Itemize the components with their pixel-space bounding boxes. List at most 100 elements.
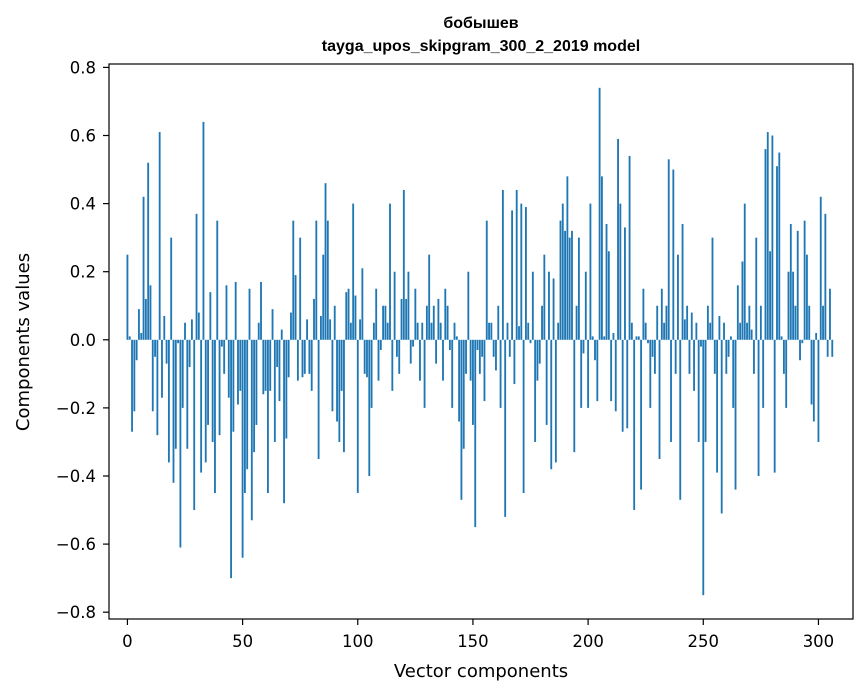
bar [819,196,822,340]
bar [368,339,371,476]
bar [630,322,633,340]
bar [667,159,670,340]
bar [253,339,256,453]
bar [782,339,785,374]
x-tick-label: 250 [688,632,720,651]
bar [317,339,320,459]
plot-frame [108,63,854,620]
bar [432,305,435,340]
bar [683,319,686,340]
bar [501,189,504,340]
bar [128,336,131,340]
bar [269,339,272,391]
bar [181,339,184,408]
bar [400,298,403,340]
bar [336,339,338,422]
bar [262,339,265,395]
bar [799,339,801,361]
bar [598,87,601,340]
bar [695,322,698,340]
bar [640,339,643,490]
bar [393,271,396,340]
bar [670,339,672,442]
bar [580,339,583,408]
bar [773,339,776,473]
bar [789,224,792,340]
bar [315,220,318,340]
bar [264,339,267,391]
bar [211,339,214,442]
bar [596,339,599,402]
bar [764,149,767,340]
bar [612,332,615,340]
bar [637,336,640,340]
bar [483,339,486,402]
bar [372,322,375,340]
bar [824,213,827,340]
bar [442,339,444,381]
bar [619,203,622,340]
x-tick-label: 0 [122,632,133,651]
bar [267,339,269,494]
bar [177,339,180,344]
bar [492,339,495,357]
bar [301,339,304,378]
bar [142,196,145,340]
bar [527,322,530,340]
bar [603,336,606,340]
bar [186,339,189,449]
bar [746,322,748,340]
bar [225,285,228,340]
bar [653,339,656,374]
bar [534,339,537,442]
bar [439,322,442,340]
x-axis-ticks: 0 50 100 150 200 250 300 [122,619,834,651]
bar [506,322,509,340]
x-tick-label: 50 [232,632,253,651]
bar [207,339,209,425]
bar [538,339,541,364]
y-axis-ticks: −0.8 −0.6 −0.4 −0.2 0.0 0.2 0.4 0.6 0.8 [56,58,109,622]
bar [649,339,652,408]
bar [515,189,518,340]
bar [817,339,820,442]
bar [713,339,716,374]
bar [727,339,730,357]
bar [232,339,235,432]
bar [343,339,345,453]
bar [481,339,484,357]
bar [290,312,292,340]
bar [700,339,702,347]
bar [571,230,573,340]
bar [704,339,707,442]
bar [230,339,232,579]
bar [165,339,168,364]
x-tick-label: 300 [803,632,835,651]
bar [151,339,154,412]
bar [748,305,751,340]
bar [158,132,161,340]
bar [370,339,373,408]
bar [250,339,253,521]
bar [831,339,834,357]
bar [363,339,366,374]
bar [488,322,490,340]
bar [246,339,249,470]
bar [806,254,808,340]
bar [319,315,322,340]
bar [313,298,315,340]
bar [787,271,790,340]
bar [815,332,818,340]
bar [414,288,417,340]
bar [237,339,239,405]
y-axis-label: Components values [13,253,34,431]
bar [559,220,562,340]
bar [227,339,230,398]
bar [594,339,596,361]
y-tick-label: 0.8 [70,58,96,77]
bar [428,254,431,340]
bar [455,336,458,340]
bar [446,305,449,340]
y-tick-label: 0.0 [70,331,96,350]
